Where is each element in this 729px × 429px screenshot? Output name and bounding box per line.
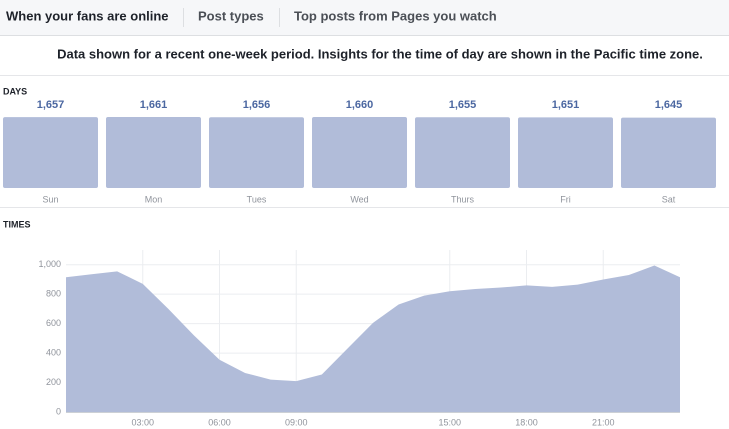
x-tick-label: Mon [145,194,163,204]
bar [209,117,304,188]
x-tick-label: 06:00 [208,417,231,427]
notice: Data shown for a recent one-week period.… [57,46,703,61]
value-label: 1,651 [552,99,580,111]
y-tick-label: 600 [46,318,61,328]
y-tick-label: 400 [46,347,61,357]
tab-bar [0,0,729,35]
x-tick-label: Fri [560,194,571,204]
bar [3,117,98,188]
bar [312,117,407,188]
x-tick-label: 15:00 [438,417,461,427]
value-label: 1,645 [655,99,683,111]
area [66,265,680,412]
y-tick-label: 800 [46,289,61,299]
x-tick-label: Sun [42,194,58,204]
value-label: 1,655 [449,99,477,111]
x-tick-label: Tues [247,194,267,204]
value-label: 1,657 [37,99,65,111]
x-tick-label: 21:00 [592,417,615,427]
tab[interactable]: Top posts from Pages you watch [294,8,497,23]
y-tick-label: 200 [46,377,61,387]
y-tick-label: 0 [56,406,61,416]
x-tick-label: Wed [350,194,368,204]
value-label: 1,656 [243,99,271,111]
section-title: TIMES [3,219,31,229]
tab[interactable]: Post types [198,8,264,23]
bar [106,117,201,188]
x-tick-label: 03:00 [131,417,154,427]
value-label: 1,660 [346,99,374,111]
bar [518,117,613,188]
bar [415,117,510,188]
bar [621,117,716,188]
tab[interactable]: When your fans are online [6,8,169,23]
value-label: 1,661 [140,99,168,111]
x-tick-label: Thurs [451,194,475,204]
x-tick-label: Sat [662,194,676,204]
x-tick-label: 18:00 [515,417,538,427]
y-tick-label: 1,000 [38,259,61,269]
x-tick-label: 09:00 [285,417,308,427]
section-title: DAYS [3,86,27,96]
